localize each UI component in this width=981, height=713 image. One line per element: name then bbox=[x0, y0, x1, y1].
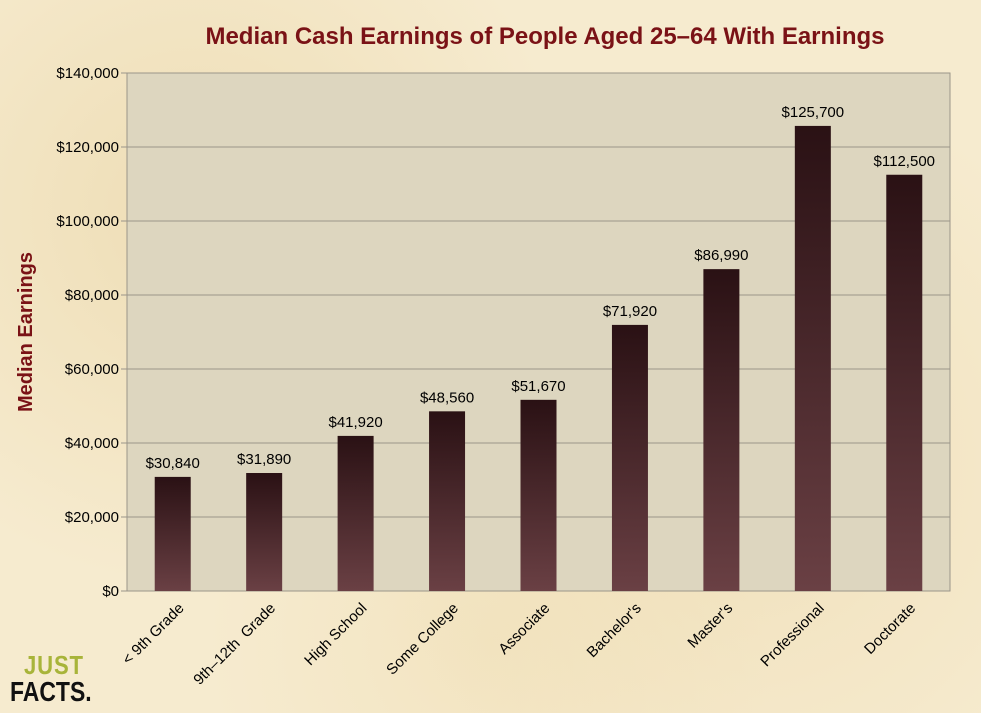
logo-line-2: FACTS. bbox=[10, 676, 92, 707]
x-category-label-3: High School bbox=[301, 600, 370, 669]
data-label-9: $112,500 bbox=[874, 153, 935, 170]
bar-2 bbox=[246, 473, 283, 591]
y-tick-label: $40,000 bbox=[65, 435, 119, 452]
data-label-5: $51,670 bbox=[511, 378, 565, 395]
x-category-label-2: 9th–12th Grade bbox=[190, 600, 279, 689]
y-tick-label: $20,000 bbox=[65, 509, 119, 526]
x-category-label-4: Some College bbox=[383, 600, 462, 679]
bars bbox=[154, 125, 923, 591]
y-tick-label: $140,000 bbox=[56, 65, 119, 82]
just-facts-logo: JUST FACTS. bbox=[10, 650, 100, 710]
bar-6 bbox=[611, 324, 648, 591]
bar-4 bbox=[429, 411, 466, 591]
bar-9 bbox=[886, 174, 923, 591]
data-label-6: $71,920 bbox=[603, 303, 657, 320]
data-label-4: $48,560 bbox=[420, 389, 474, 406]
x-category-label-7: Master's bbox=[684, 600, 736, 652]
y-axis-ticks: $0 $20,000 $40,000 $60,000 $80,000 $100,000 $1… bbox=[56, 65, 127, 600]
bar-3 bbox=[337, 435, 374, 591]
y-tick-label: $0 bbox=[102, 583, 119, 600]
logo-line-1: JUST bbox=[24, 650, 84, 680]
y-tick-label: $80,000 bbox=[65, 287, 119, 304]
x-category-label-1: < 9th Grade bbox=[119, 600, 187, 668]
x-category-label-5: Associate bbox=[495, 600, 553, 658]
data-label-8: $125,700 bbox=[782, 104, 845, 121]
data-label-2: $31,890 bbox=[237, 451, 291, 468]
y-axis-label: Median Earnings bbox=[15, 252, 37, 412]
x-category-label-9: Doctorate bbox=[861, 600, 919, 658]
data-label-3: $41,920 bbox=[328, 414, 382, 431]
x-category-label-6: Bachelor's bbox=[584, 600, 645, 661]
chart-title: Median Cash Earnings of People Aged 25–6… bbox=[205, 23, 884, 50]
bar-1 bbox=[154, 476, 191, 591]
y-tick-label: $60,000 bbox=[65, 361, 119, 378]
bar-7 bbox=[703, 269, 740, 591]
data-label-1: $30,840 bbox=[146, 455, 200, 472]
y-tick-label: $100,000 bbox=[56, 213, 119, 230]
x-axis-categories: < 9th Grade 9th–12th Grade High School Some… bbox=[119, 600, 919, 689]
y-tick-label: $120,000 bbox=[56, 139, 119, 156]
bar-5 bbox=[520, 399, 557, 591]
data-labels: $30,840 $31,890 $41,920 $48,560 $51,670 $71,9… bbox=[146, 104, 935, 472]
bar-8 bbox=[794, 125, 831, 591]
x-category-label-8: Professional bbox=[757, 600, 827, 670]
data-label-7: $86,990 bbox=[694, 247, 748, 264]
